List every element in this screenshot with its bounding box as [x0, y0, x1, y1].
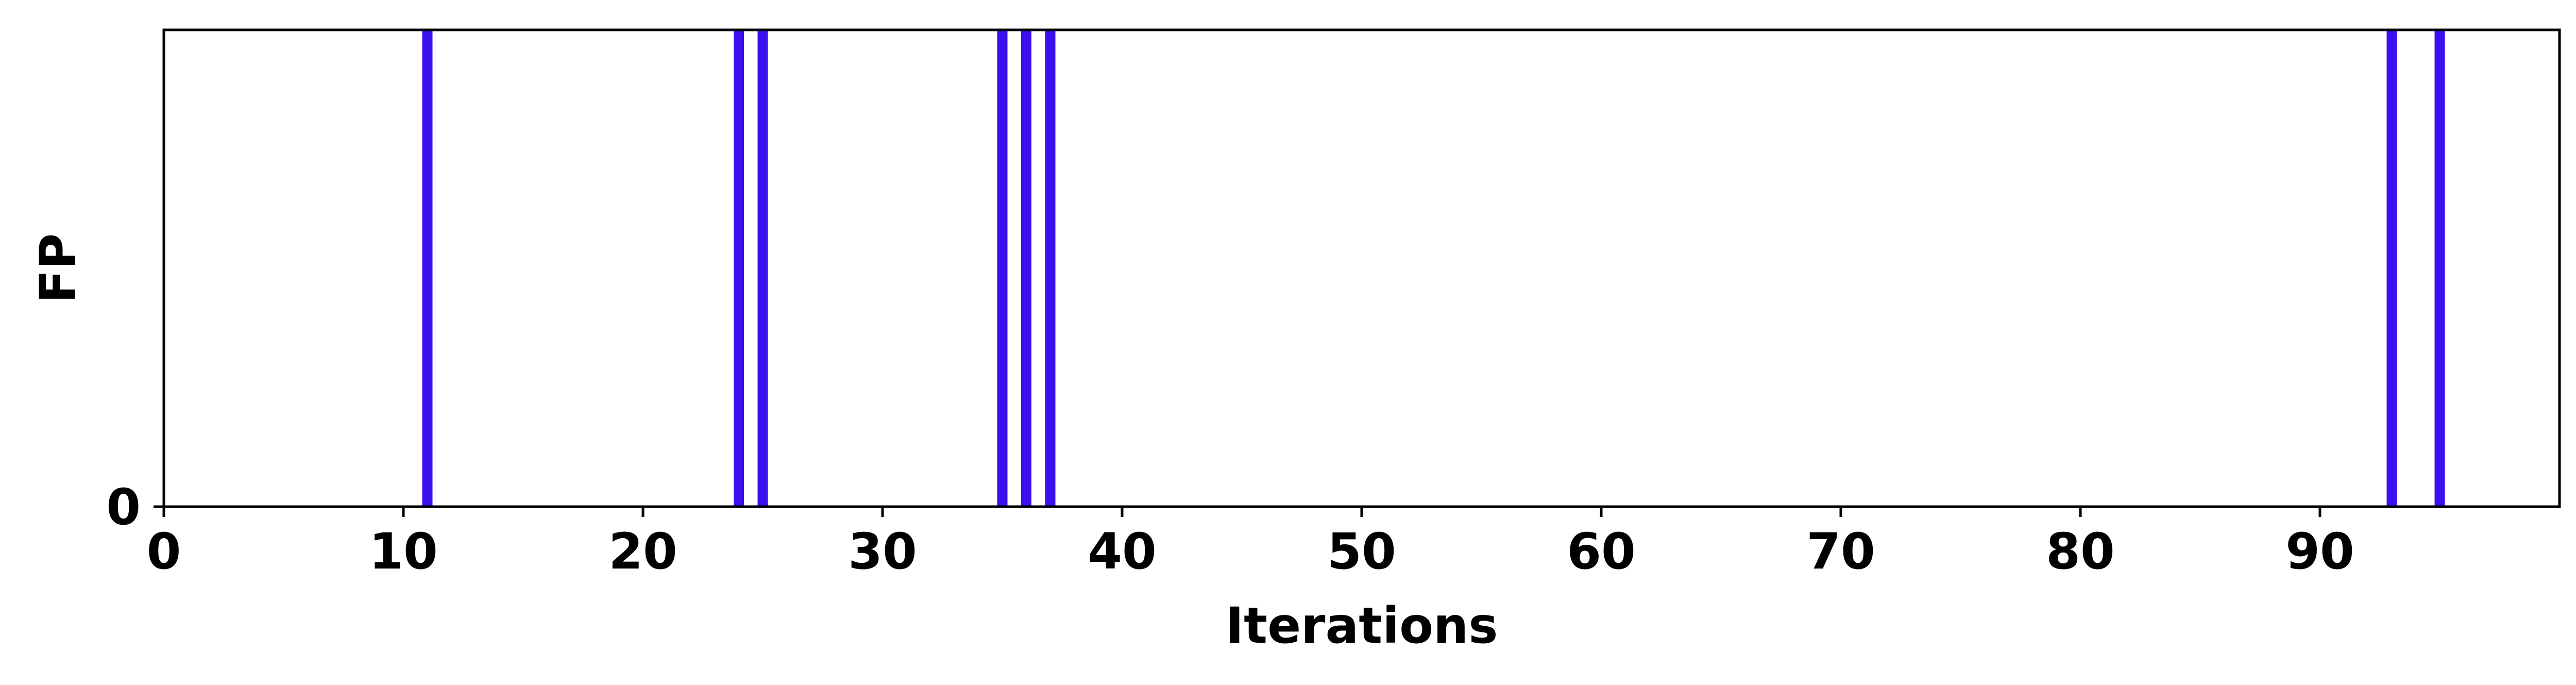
x-tick-label-0: 0	[147, 523, 181, 580]
bar-11	[422, 30, 433, 507]
y-axis-label: FP	[29, 233, 87, 304]
x-tick-label-90: 90	[2285, 523, 2354, 580]
y-axis-ticks: 0	[106, 478, 164, 536]
x-tick-label-80: 80	[2046, 523, 2115, 580]
x-tick-label-30: 30	[848, 523, 917, 580]
x-axis-label: Iterations	[1225, 597, 1498, 655]
plot-frame	[162, 28, 2561, 508]
x-axis-ticks: 0 10 20 30 40 50 60 70 80 90	[147, 507, 2354, 580]
bar-24	[734, 30, 744, 507]
x-tick-label-50: 50	[1327, 523, 1396, 580]
x-tick-label-70: 70	[1806, 523, 1875, 580]
x-tick-label-40: 40	[1088, 523, 1157, 580]
bar-37	[1045, 30, 1056, 507]
y-tick-label-0: 0	[106, 478, 141, 536]
bar-93	[2386, 30, 2397, 507]
bar-35	[997, 30, 1008, 507]
bars-group	[422, 30, 2445, 507]
x-tick-label-20: 20	[608, 523, 677, 580]
bar-36	[1021, 30, 1031, 507]
x-tick-label-10: 10	[369, 523, 438, 580]
bar-25	[757, 30, 768, 507]
x-tick-label-60: 60	[1567, 523, 1636, 580]
bar-95	[2434, 30, 2445, 507]
